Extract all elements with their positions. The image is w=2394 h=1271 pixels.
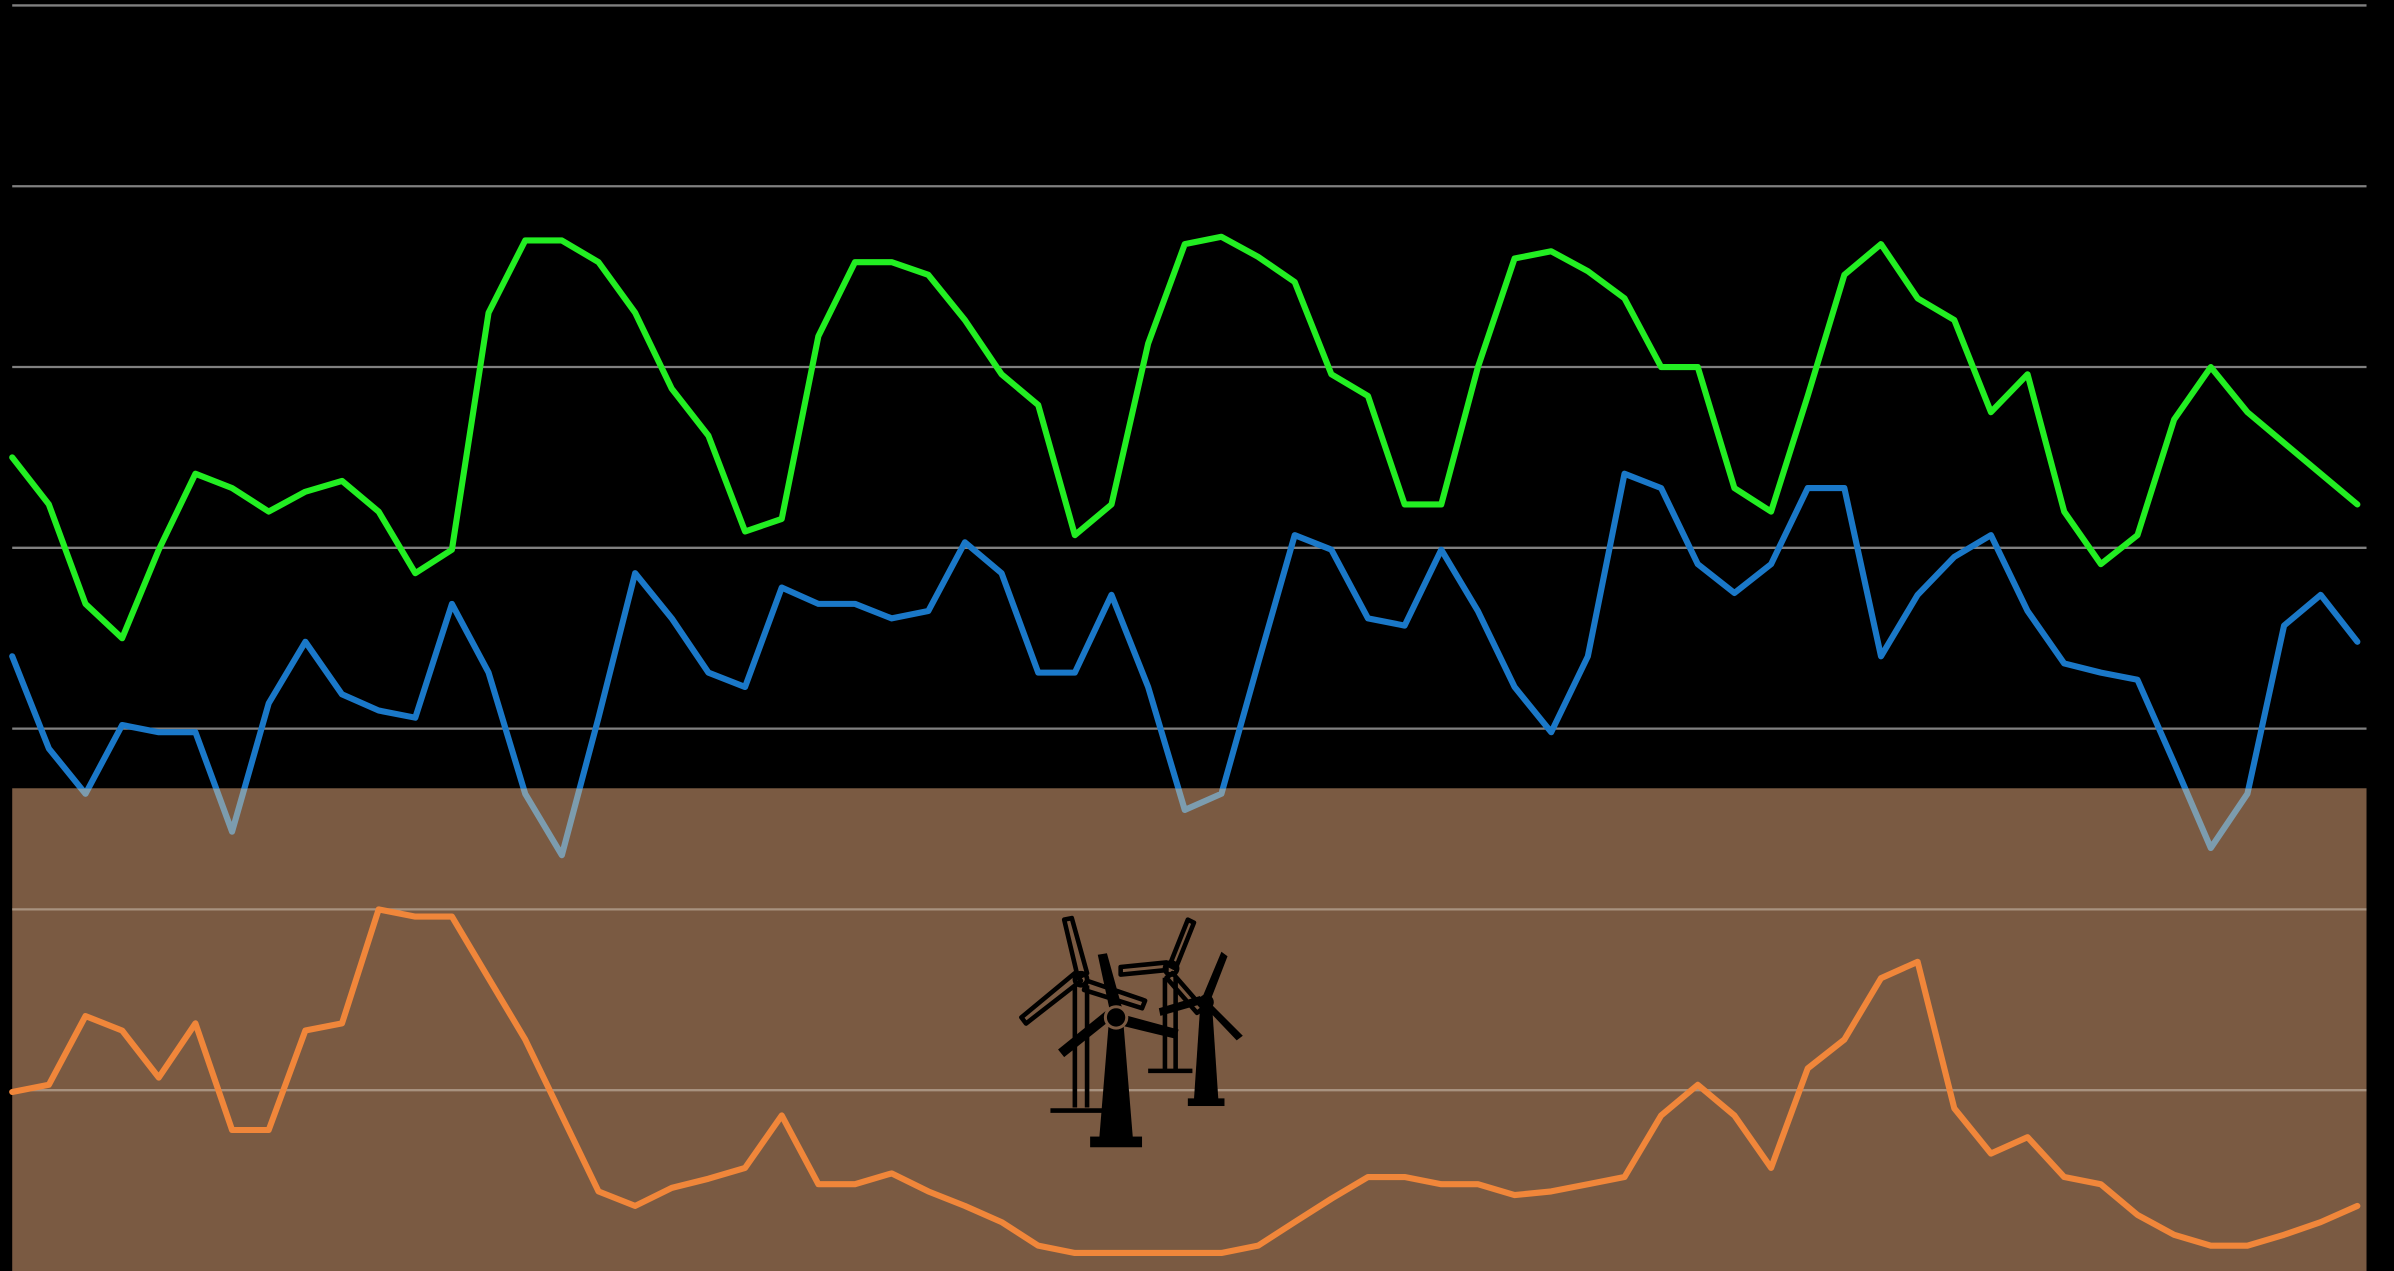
series-line [9, 470, 2361, 859]
series-line [9, 233, 2361, 642]
lines-layer [9, 233, 2361, 1257]
shade-layer [12, 788, 2367, 1271]
grid-layer [12, 4, 2367, 1092]
wind-turbine-icon [1019, 915, 1243, 1148]
series-line [9, 906, 2361, 1257]
shaded-region [12, 788, 2367, 1271]
